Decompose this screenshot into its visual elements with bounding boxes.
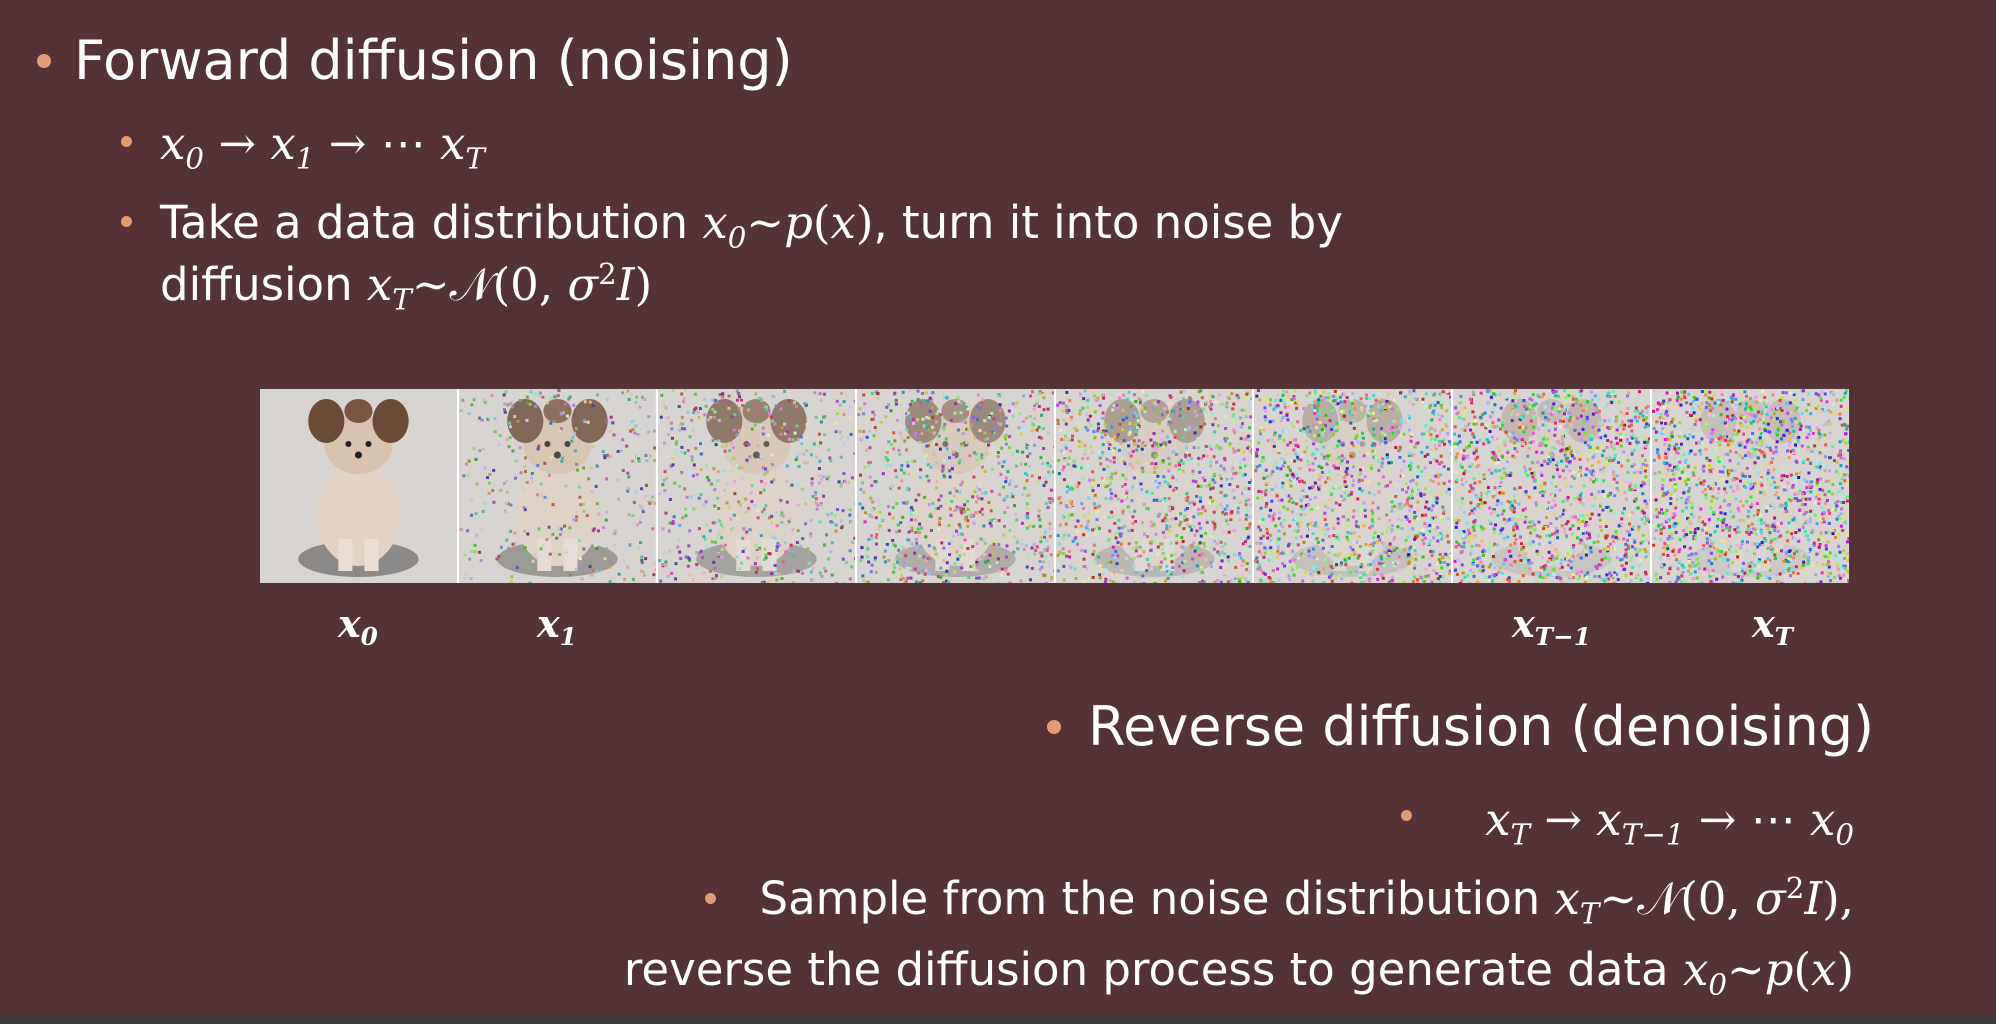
diffusion-frame [856, 389, 1056, 583]
forward-desc-math1: x0∼p(x) [702, 196, 874, 255]
reverse-desc-line1: Sample from the noise distribution xT∼𝒩(… [759, 870, 1855, 931]
bullet-reverse [1047, 720, 1061, 734]
diffusion-frame [458, 389, 658, 583]
reverse-desc-math1: xT∼𝒩(0, σ2I), [1554, 870, 1854, 931]
forward-desc-line1: Take a data distribution x0∼p(x), turn i… [160, 196, 1343, 255]
forward-chain: x0 → x1 → ⋯ xT x0 → x1 → ⋯ xT [160, 121, 485, 173]
bullet-forward-desc [121, 216, 132, 227]
diffusion-frame [1652, 389, 1849, 583]
label-x0: x0 [338, 601, 378, 651]
diffusion-frame [1453, 389, 1653, 583]
forward-heading: Forward diffusion (noising) [74, 29, 793, 92]
bullet-forward [37, 54, 51, 68]
reverse-heading: Reverse diffusion (denoising) [1088, 695, 1875, 758]
label-xT-1: xT−1 [1512, 601, 1591, 651]
bottom-bar [0, 1016, 1996, 1024]
forward-desc-math2: xT∼𝒩(0, σ2I) [366, 256, 653, 317]
label-xT: xT [1752, 601, 1794, 651]
diffusion-frame [260, 389, 459, 583]
reverse-desc-line2: reverse the diffusion process to generat… [623, 943, 1854, 1002]
diffusion-frame [657, 389, 857, 583]
label-x1: x1 [537, 601, 577, 651]
bullet-forward-chain [121, 136, 132, 147]
reverse-chain-text: xT → xT−1 → ⋯ x0 [1485, 793, 1854, 852]
diffusion-image-strip [260, 389, 1849, 583]
diffusion-frame [1254, 389, 1454, 583]
reverse-chain: xT → xT−1 → ⋯ x0 xT → xT−1 → ⋯ x0 [1485, 797, 1854, 849]
reverse-desc-math2: x0∼p(x) [1682, 943, 1854, 1002]
diffusion-frame [1055, 389, 1255, 583]
forward-chain-text: x0 → x1 → ⋯ xT [160, 117, 485, 176]
forward-desc-line2: diffusion xT∼𝒩(0, σ2I) [160, 256, 653, 317]
bullet-reverse-chain [1401, 810, 1412, 821]
bullet-reverse-desc [705, 893, 716, 904]
